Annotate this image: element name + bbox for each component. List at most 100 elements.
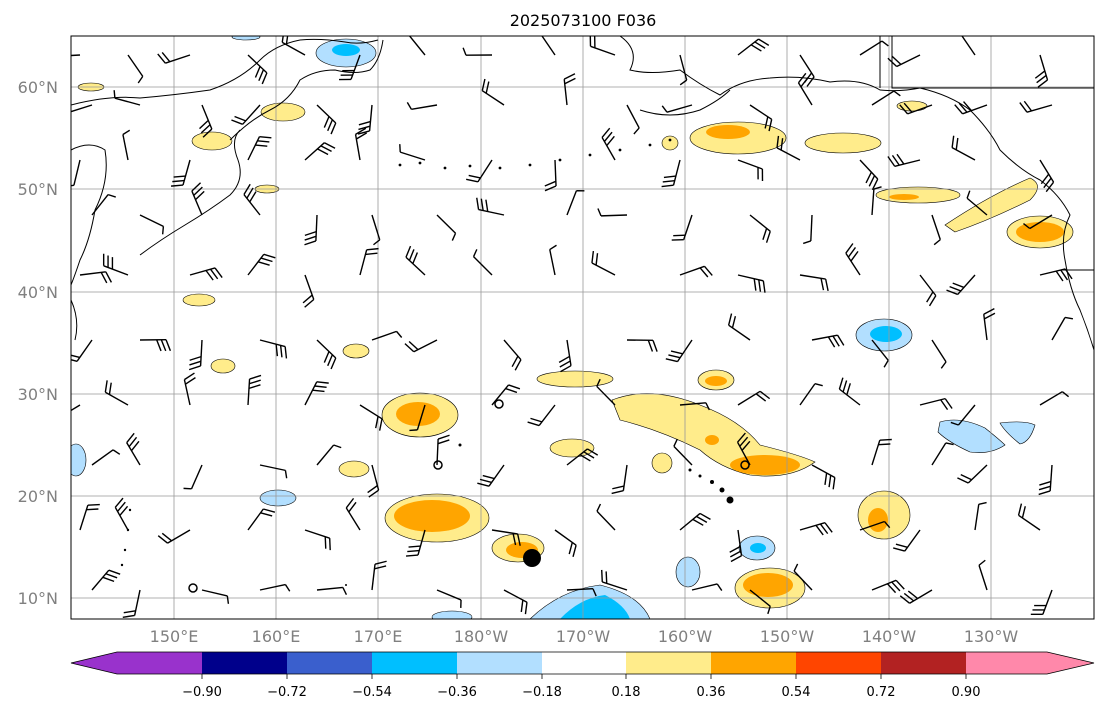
wind-barb-feather — [978, 559, 986, 566]
wind-barb-feather — [511, 355, 519, 368]
wind-barb-feather — [476, 197, 480, 210]
wind-barb — [71, 404, 81, 412]
wind-barb-feather — [762, 228, 768, 240]
wind-barb-feather — [485, 81, 490, 94]
wind-barb-feather — [661, 105, 668, 113]
wind-barb-feather — [279, 345, 283, 358]
wind-barb — [931, 442, 947, 466]
wind-barb-feather — [819, 523, 829, 535]
colorbar-segment — [117, 652, 202, 674]
wind-barb-feather — [137, 76, 144, 84]
wind-barb-feather — [173, 175, 186, 178]
wind-barb-feather — [1040, 173, 1050, 185]
wind-barb-feather — [527, 421, 540, 427]
wind-barb-feather — [893, 547, 905, 552]
wind-barb-feather — [255, 144, 268, 147]
wind-barb-feather — [472, 249, 478, 257]
wind-barb-feather — [966, 190, 971, 199]
wind-barb-feather — [302, 294, 313, 304]
lon-label: 160°E — [252, 627, 301, 646]
wind-barb-feather — [824, 472, 828, 485]
wind-barb — [127, 54, 144, 77]
wind-barb-feather — [955, 137, 959, 150]
wind-barb-feather — [662, 179, 675, 183]
wind-barb-feather — [214, 267, 223, 279]
wind-barb-feather — [468, 174, 481, 179]
wind-barb-feather — [824, 278, 829, 292]
wind-barb — [259, 464, 286, 472]
wind-barb-feather — [451, 232, 457, 241]
wind-barb-feather — [759, 390, 771, 400]
wind-barb-feather — [793, 563, 799, 572]
wind-barb-feather — [871, 178, 879, 191]
wind-barb-feather — [365, 252, 378, 256]
wind-barb-feather — [558, 355, 570, 363]
wind-barb-feather — [161, 51, 171, 63]
wind-barb — [974, 504, 980, 531]
colorbar-segment — [287, 652, 372, 674]
wind-barb-feather — [189, 360, 202, 366]
wind-barb-feather — [699, 512, 711, 520]
colorbar-segment — [626, 652, 711, 674]
wind-barb — [666, 104, 693, 113]
wind-barb-feather — [758, 38, 770, 46]
wind-barb-feather — [304, 298, 315, 308]
wind-barb-feather — [729, 550, 742, 558]
wind-barb-feather — [87, 503, 100, 506]
negative-anomaly-regions — [71, 36, 1036, 619]
map-title: 2025073100 F036 — [510, 11, 657, 30]
wind-barb-feather — [505, 387, 518, 394]
open-circle-marker — [188, 583, 198, 593]
wind-barb-feather — [596, 378, 601, 387]
lat-label: 30°N — [18, 385, 58, 404]
colorbar-tick-label: 0.72 — [867, 685, 896, 700]
wind-barb-feather — [114, 497, 124, 508]
wind-barb-feather — [611, 490, 624, 495]
wind-barb-feather — [324, 536, 327, 549]
wind-barb — [966, 197, 988, 216]
wind-barb-feather — [668, 354, 681, 359]
wind-barb-feather — [865, 171, 872, 184]
wind-barb-feather — [202, 128, 213, 138]
colorbar-tick-label: 0.36 — [697, 685, 726, 700]
wind-barb-feather — [652, 340, 658, 352]
map-frame — [70, 35, 1095, 620]
wind-barb — [1039, 391, 1063, 406]
wind-barb-feather — [355, 127, 367, 135]
wind-barb-feather — [595, 253, 599, 266]
wind-barb-feather — [596, 503, 602, 512]
wind-barb-feather — [123, 610, 136, 614]
wind-barb-feather — [191, 182, 202, 192]
wind-barb-feather — [563, 73, 576, 80]
wind-barb — [859, 40, 883, 56]
wind-barb-feather — [592, 588, 597, 597]
wind-barb — [473, 256, 493, 276]
wind-barb-feather — [1021, 506, 1026, 519]
wind-barb-feather — [100, 272, 108, 284]
wind-barb-feather — [405, 554, 419, 557]
wind-barb-feather — [71, 184, 74, 187]
wind-barb-feather — [806, 76, 815, 87]
wind-barb — [691, 583, 718, 591]
wind-barb-feather — [226, 595, 230, 604]
gridlines — [71, 36, 1094, 619]
wind-barb-feather — [1023, 100, 1033, 112]
wind-barb-feather — [248, 384, 261, 390]
wind-barb — [799, 383, 816, 406]
lon-label: 170°W — [556, 627, 611, 646]
wind-barb — [793, 570, 813, 591]
filled-circle-marker — [523, 549, 541, 567]
wind-barb — [626, 104, 640, 129]
wind-barb-feather — [366, 247, 379, 251]
wind-barb-feather — [71, 354, 80, 359]
wind-barb-feather — [530, 417, 543, 423]
wind-barb-feather — [263, 508, 276, 513]
wind-barb-feather — [603, 131, 613, 142]
wind-barb-feather — [113, 90, 116, 99]
wind-barb-feather — [52, 409, 61, 416]
wind-barb-feather — [899, 595, 911, 604]
colorbar-tick-label: −0.54 — [352, 685, 392, 700]
wind-barb-feather — [342, 587, 348, 595]
wind-barb — [931, 339, 947, 363]
